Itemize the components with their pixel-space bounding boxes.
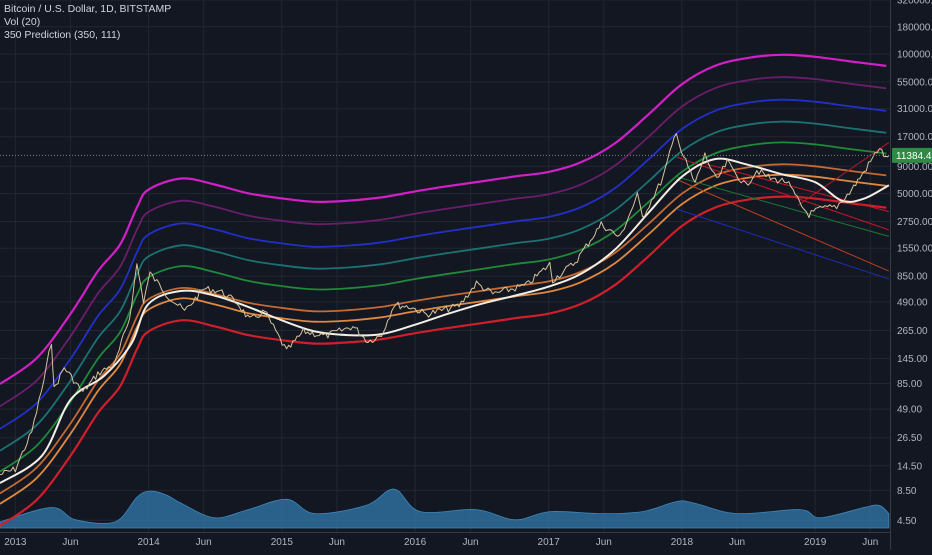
x-tick-label-13: Jun (862, 537, 878, 548)
prediction-bands (0, 53, 887, 527)
trend-line-2 (676, 176, 890, 237)
x-tick-label-1: Jun (62, 537, 78, 548)
trend-line-3 (676, 208, 890, 280)
y-tick-label-2: 100000.00 (897, 50, 932, 61)
volume-area (0, 488, 890, 529)
y-tick-label-9: 1550.00 (897, 244, 932, 255)
trend-line-1 (676, 178, 890, 272)
y-tick-label-18: 8.50 (897, 486, 917, 497)
current-price-tag: 11384.42 (892, 147, 932, 163)
y-tick-label-7: 5000.00 (897, 189, 932, 200)
x-tick-label-9: Jun (596, 537, 612, 548)
trend-line-0 (676, 156, 890, 231)
y-tick-label-17: 14.50 (897, 461, 922, 472)
x-tick-label-3: Jun (196, 537, 212, 548)
band-line-red (0, 195, 887, 527)
price-line (0, 133, 890, 476)
y-tick-label-13: 145.00 (897, 354, 928, 365)
y-tick-label-3: 55000.00 (897, 78, 932, 89)
y-tick-label-19: 4.50 (897, 516, 917, 527)
band-line-orange-dark (0, 163, 887, 495)
x-tick-label-12: 2019 (804, 537, 827, 548)
band-line-green (0, 141, 887, 473)
x-tick-label-2: 2014 (137, 537, 160, 548)
x-tick-label-6: 2016 (404, 537, 427, 548)
band-line-blue (0, 98, 887, 430)
volume-indicator-label[interactable]: Vol (20) (4, 16, 41, 28)
current-price-tag-label: 11384.42 (896, 151, 932, 162)
chart-legend: Bitcoin / U.S. Dollar, 1D, BITSTAMP Vol … (4, 3, 171, 42)
band-line-purple (0, 76, 887, 408)
x-axis[interactable]: 2013 Jun 2014 Jun 2015 Jun 2016 Jun 2017 Jun 2018 J… (4, 537, 878, 548)
x-tick-label-5: Jun (329, 537, 345, 548)
y-tick-label-12: 265.00 (897, 326, 928, 337)
y-axis[interactable]: 320000.00 180000.00 100000.00 55000.00 31000… (897, 0, 932, 527)
y-tick-label-10: 850.00 (897, 272, 928, 283)
y-tick-label-1: 180000.00 (897, 22, 932, 33)
moving-average-layer (0, 157, 890, 484)
y-tick-label-6: 9000.00 (897, 162, 932, 173)
grid-layer (0, 0, 891, 550)
y-tick-label-0: 320000.00 (897, 0, 932, 7)
x-tick-label-0: 2013 (4, 537, 27, 548)
band-line-orange-light (0, 173, 887, 505)
x-tick-label-11: Jun (729, 537, 745, 548)
x-tick-label-8: 2017 (538, 537, 561, 548)
current-price-tag-bg (892, 147, 932, 163)
y-tick-label-5: 17000.00 (897, 132, 932, 143)
band-line-teal (0, 120, 887, 452)
symbol-title[interactable]: Bitcoin / U.S. Dollar, 1D, BITSTAMP (4, 3, 172, 15)
y-tick-label-8: 2750.00 (897, 217, 932, 228)
volume-layer (0, 488, 890, 529)
y-tick-label-4: 31000.00 (897, 104, 932, 115)
y-tick-label-15: 49.00 (897, 405, 922, 416)
y-tick-label-16: 26.50 (897, 433, 922, 444)
x-tick-label-4: 2015 (271, 537, 294, 548)
prediction-indicator-label[interactable]: 350 Prediction (350, 111) (4, 29, 121, 41)
y-tick-label-14: 85.00 (897, 379, 922, 390)
trend-line-5 (797, 142, 890, 206)
band-line-magenta (0, 53, 887, 385)
y-tick-label-11: 490.00 (897, 297, 928, 308)
price-layer (0, 133, 890, 476)
moving-average-line (0, 157, 890, 484)
x-tick-label-7: Jun (462, 537, 478, 548)
x-tick-label-10: 2018 (671, 537, 694, 548)
